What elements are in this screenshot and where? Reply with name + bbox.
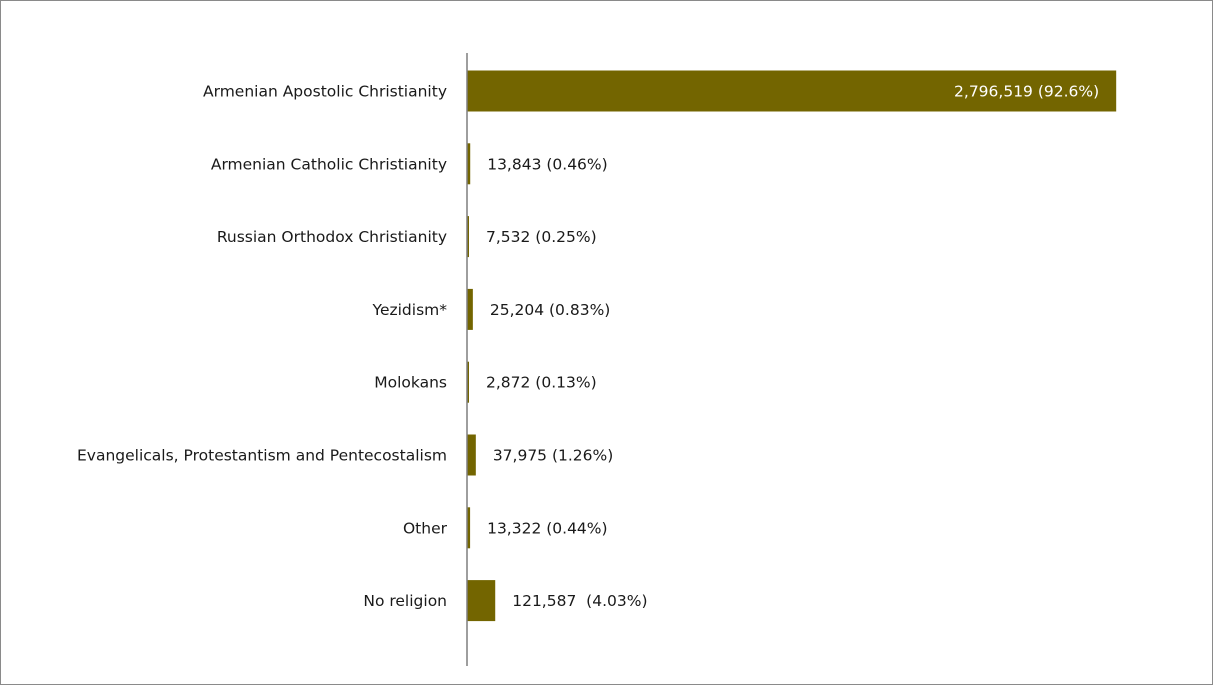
category-label-6: Other	[403, 519, 448, 537]
bar-3	[467, 288, 473, 330]
data-label-6: 13,322 (0.44%)	[487, 519, 608, 537]
category-label-0: Armenian Apostolic Christianity	[203, 83, 447, 101]
data-label-3: 25,204 (0.83%)	[490, 301, 611, 319]
bar-7	[467, 580, 496, 622]
category-label-3: Yezidism*	[372, 301, 448, 319]
category-label-2: Russian Orthodox Christianity	[217, 228, 447, 246]
data-label-7: 121,587 (4.03%)	[512, 592, 647, 610]
data-label-2: 7,532 (0.25%)	[486, 228, 597, 246]
data-label-0: 2,796,519 (92.6%)	[954, 83, 1099, 101]
bar-6	[467, 507, 471, 549]
bar-1	[467, 143, 471, 185]
bar-2	[467, 216, 469, 258]
bar-0	[467, 70, 1117, 112]
bar-5	[467, 434, 476, 476]
bar-4	[467, 361, 469, 403]
bars-layer	[467, 70, 1117, 622]
category-label-5: Evangelicals, Protestantism and Pentecos…	[77, 447, 447, 465]
category-label-1: Armenian Catholic Christianity	[211, 155, 447, 173]
labels-layer: Armenian Apostolic Christianity 2,796,519…	[77, 83, 1099, 611]
data-label-1: 13,843 (0.46%)	[487, 155, 608, 173]
category-label-4: Molokans	[374, 374, 447, 392]
data-label-5: 37,975 (1.26%)	[493, 447, 614, 465]
category-label-7: No religion	[363, 592, 447, 610]
data-label-4: 2,872 (0.13%)	[486, 374, 597, 392]
